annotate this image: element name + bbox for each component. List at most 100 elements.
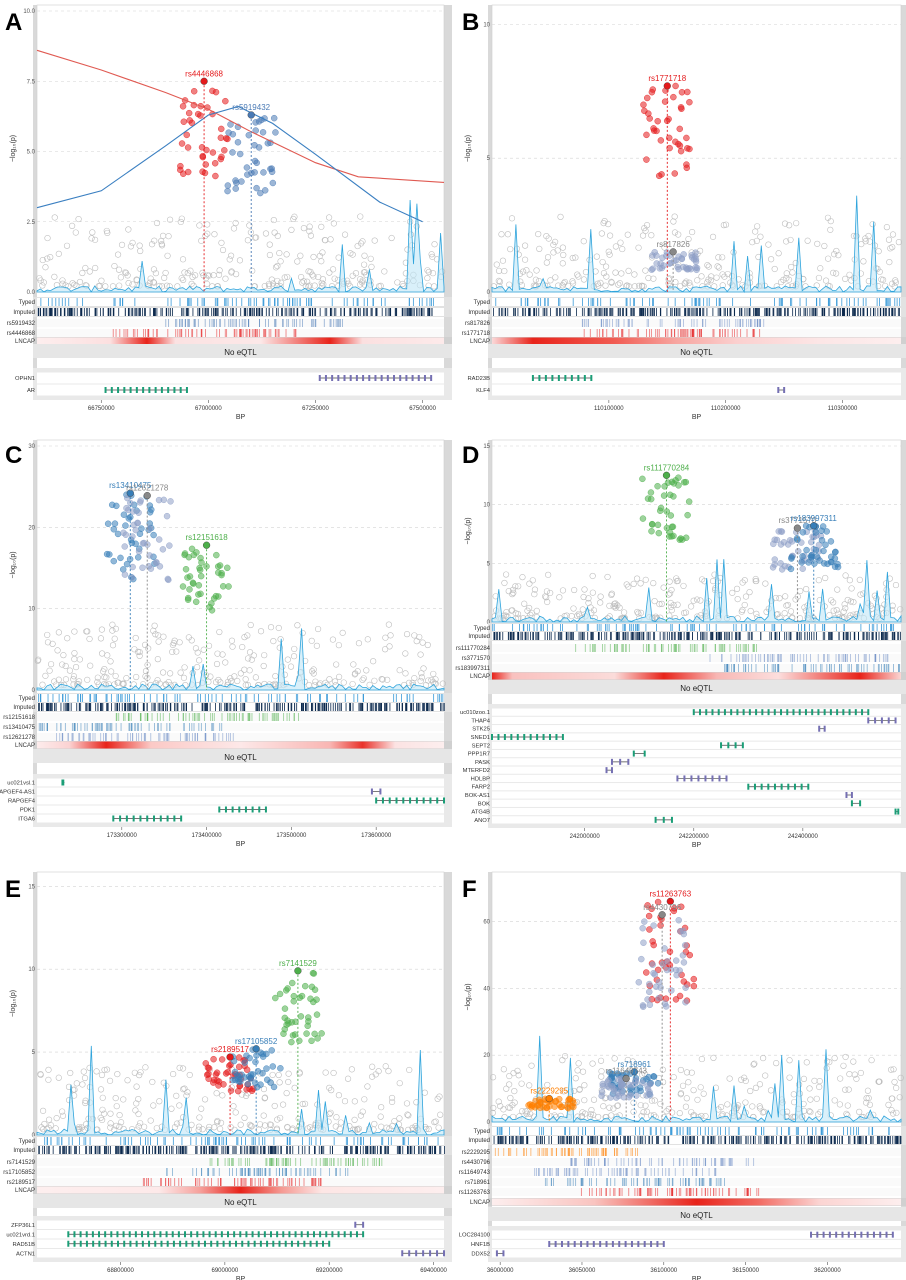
typed-track-tick — [224, 298, 226, 306]
gene-exon — [557, 375, 560, 381]
imputed-track-tick — [256, 703, 258, 711]
snp-point — [375, 1068, 382, 1075]
snp-point — [208, 607, 216, 614]
snp-point — [799, 529, 807, 536]
snp-point — [158, 238, 165, 245]
x-tick-label: 67000000 — [195, 406, 222, 412]
ld-track-tick — [105, 733, 107, 741]
snp-point — [507, 246, 514, 253]
imputed-track-tick — [898, 632, 900, 640]
imputed-track-tick — [289, 1146, 291, 1154]
typed-track-tick — [873, 624, 875, 632]
snp-point — [515, 614, 522, 621]
typed-track-tick — [241, 298, 243, 306]
imputed-track-tick — [274, 1146, 276, 1154]
imputed-track-tick — [309, 308, 310, 316]
snp-point — [523, 267, 530, 274]
ld-track-tick — [187, 733, 189, 741]
gene-exon — [783, 387, 786, 393]
snp-point — [171, 637, 178, 644]
gene-exon — [780, 709, 783, 716]
imputed-track-tick — [121, 703, 123, 711]
snp-point — [236, 1063, 243, 1071]
ld-track-tick — [245, 329, 247, 337]
typed-track-tick — [244, 694, 246, 702]
snp-point — [94, 674, 101, 681]
ld-track-tick — [151, 713, 153, 721]
y-axis-label: −log₁₀(p) — [10, 135, 17, 162]
snp-point — [671, 229, 679, 236]
snp-point — [246, 1121, 254, 1129]
ld-track-tick — [743, 664, 745, 672]
snp-point — [551, 238, 559, 245]
lead-snp-point — [669, 248, 677, 256]
panel-b: B0510−log₁₀(p)rs1771718rs817826110100000… — [462, 4, 906, 421]
imputed-track-tick — [505, 308, 507, 316]
imputed-track-tick — [870, 308, 872, 316]
snp-point — [655, 529, 662, 537]
imputed-track-tick — [71, 308, 73, 316]
imputed-track-tick — [315, 308, 317, 316]
imputed-track-tick — [363, 308, 364, 316]
ld-track-tick — [196, 1168, 197, 1176]
gene-exon — [690, 775, 693, 782]
imputed-track-tick — [847, 308, 849, 316]
imputed-track-tick — [744, 308, 746, 316]
ld-track-tick — [147, 713, 149, 721]
x-tick-label: 173300000 — [107, 833, 138, 839]
imputed-track-tick — [626, 308, 628, 316]
imputed-track-tick — [177, 703, 179, 711]
imputed-track-tick — [405, 703, 407, 711]
snp-point — [623, 581, 630, 588]
snp-point — [83, 628, 90, 635]
ld-track-tick — [294, 319, 296, 327]
typed-track-tick — [696, 298, 697, 306]
typed-track-tick — [588, 298, 589, 306]
ld-track-tick — [166, 733, 167, 741]
ld-track-tick — [898, 664, 900, 672]
ld-track-tick — [277, 329, 279, 337]
typed-track-tick — [799, 298, 801, 306]
typed-track-tick — [124, 694, 126, 702]
typed-track-tick — [263, 298, 265, 306]
imputed-track-tick — [830, 632, 832, 640]
snp-point — [208, 600, 215, 607]
imputed-track-tick — [867, 632, 869, 640]
ld-track-tick — [337, 1158, 339, 1166]
imputed-track-tick — [206, 1146, 207, 1154]
gene-label: FARP2 — [472, 785, 490, 791]
ld-track-tick — [659, 319, 661, 327]
ld-track-tick — [131, 723, 133, 731]
imputed-track-tick — [291, 703, 293, 711]
imputed-track-tick — [430, 1146, 432, 1154]
ld-track-tick — [83, 733, 85, 741]
snp-point — [396, 1115, 403, 1122]
ld-track-tick — [257, 1168, 259, 1176]
y-tick-label: 15 — [28, 884, 35, 890]
snp-point — [385, 1067, 392, 1075]
snp-point — [109, 501, 116, 509]
imputed-track-tick — [155, 1146, 156, 1154]
imputed-track-tick — [720, 632, 721, 640]
snp-point — [550, 241, 557, 248]
snp-point — [64, 635, 71, 642]
snp-point — [135, 1110, 142, 1118]
imputed-track-tick — [156, 308, 158, 316]
panel-e: E051015−log₁₀(p)rs2189517rs17105852rs714… — [3, 871, 452, 1280]
typed-track-lane — [37, 298, 444, 306]
snp-point — [214, 1119, 221, 1126]
gene-exon — [699, 709, 702, 716]
imputed-track-tick — [275, 1146, 277, 1154]
imputed-track-tick — [398, 1146, 400, 1154]
ld-track-tick — [291, 1178, 293, 1186]
snp-point — [212, 172, 219, 180]
imputed-track-tick — [284, 703, 285, 711]
imputed-track-tick — [546, 308, 548, 316]
typed-track-tick — [634, 624, 636, 632]
imputed-track-tick — [509, 632, 511, 640]
snp-point — [218, 125, 225, 133]
snp-point — [493, 261, 500, 268]
imputed-track-tick — [533, 632, 534, 640]
typed-track-tick — [692, 624, 694, 632]
typed-track-tick — [147, 1137, 149, 1145]
